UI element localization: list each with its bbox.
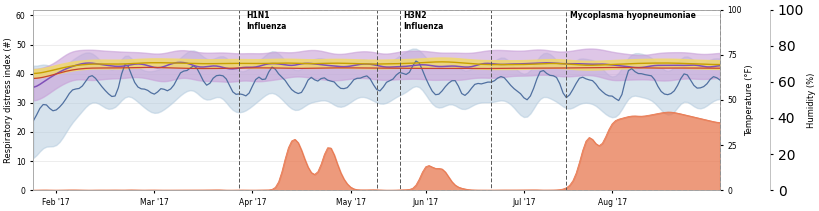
Bar [566,10,719,190]
Y-axis label: Respiratory distress index (#): Respiratory distress index (#) [4,37,13,163]
Text: H1N1
Influenza: H1N1 Influenza [246,11,286,31]
Bar [399,10,491,190]
Bar [239,10,376,190]
Text: Mycoplasma hyopneumoniae: Mycoplasma hyopneumoniae [569,11,695,20]
Y-axis label: Humidity (%): Humidity (%) [806,72,815,128]
Y-axis label: Temperature (°F): Temperature (°F) [744,64,753,136]
Text: H3N2
Influenza: H3N2 Influenza [402,11,443,31]
